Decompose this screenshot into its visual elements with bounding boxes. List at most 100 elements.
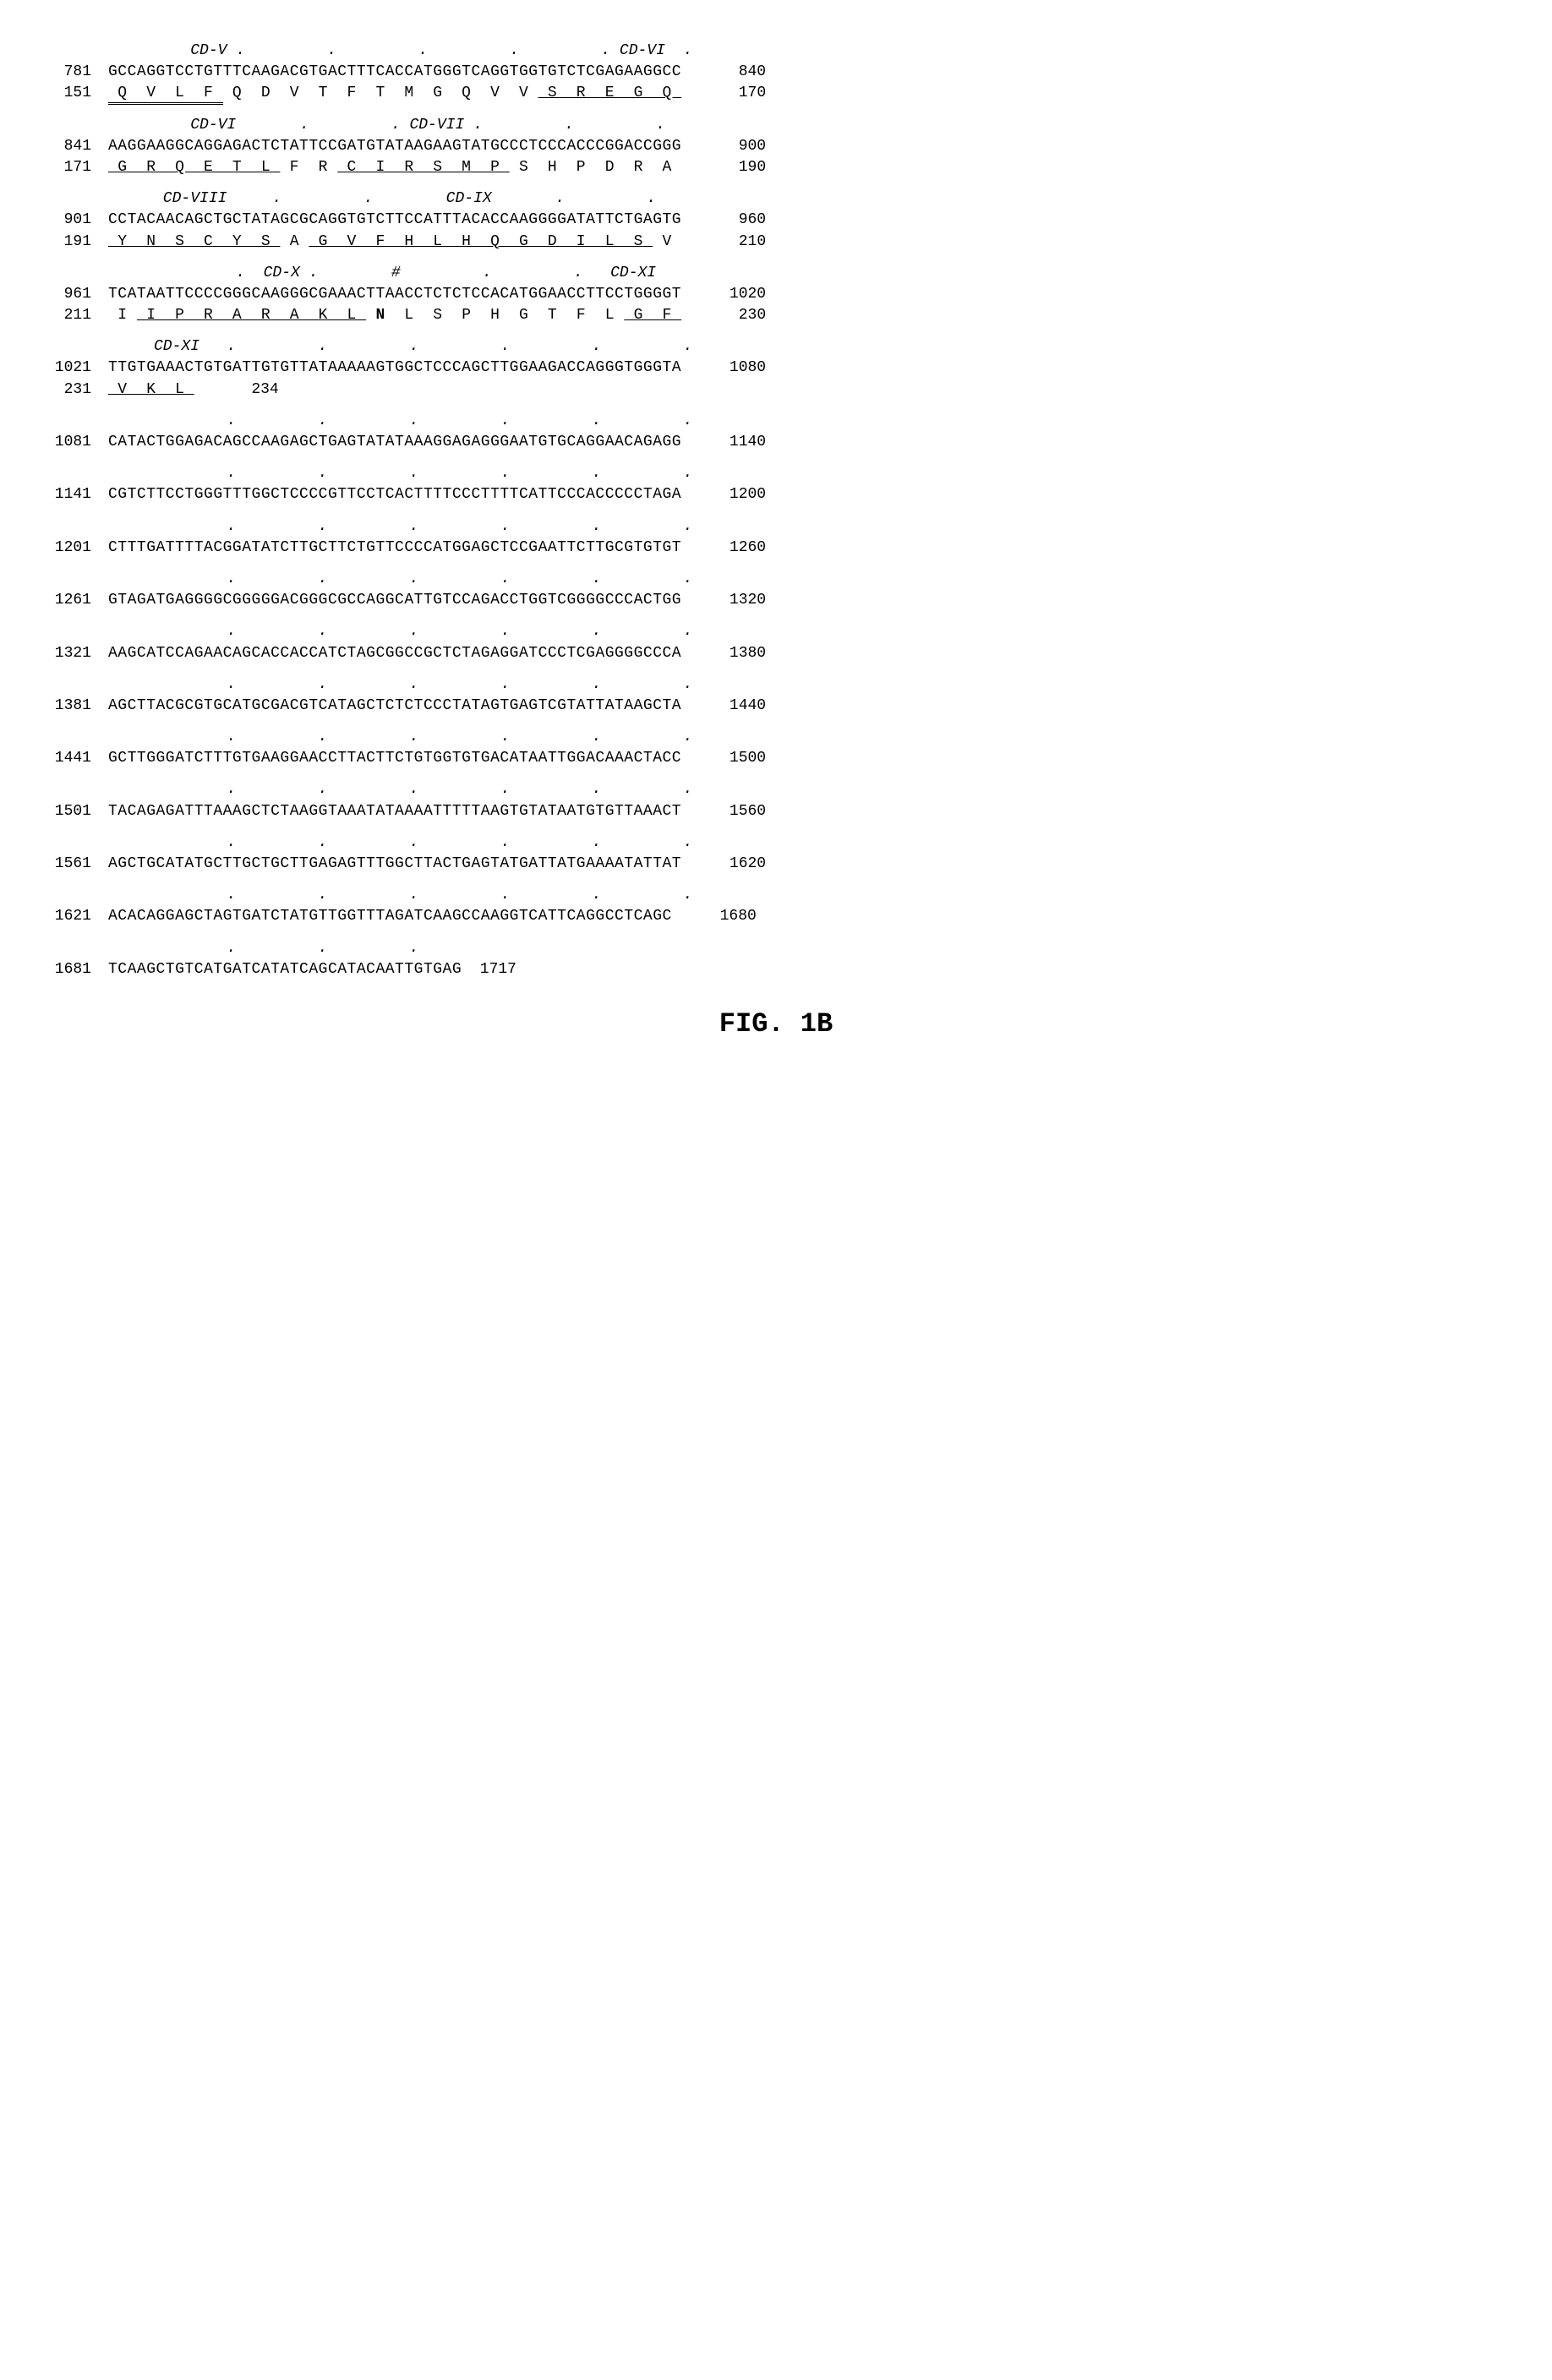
domain-annotation: . . . . . . <box>108 674 692 696</box>
protein-row: 171 G R Q E T L F R C I R S M P S H P D … <box>32 157 1520 178</box>
residue-end: 234 <box>194 379 279 401</box>
annotation-row: CD-V . . . . . CD-VI . <box>32 41 1520 62</box>
annotation-row: . . . . . . <box>32 411 1520 432</box>
domain-annotation: . . . . . . <box>108 885 692 906</box>
protein-segment: Y N S C Y S <box>108 233 280 250</box>
sequence-block: CD-VIII . . CD-IX . .901CCTACAACAGCTGCTA… <box>32 188 1520 253</box>
nucleotide-sequence: GTAGATGAGGGGCGGGGGACGGGCGCCAGGCATTGTCCAG… <box>108 590 681 611</box>
nucleotide-row: 1261GTAGATGAGGGGCGGGGGACGGGCGCCAGGCATTGT… <box>32 590 1520 611</box>
protein-segment: Q D V T F T M G Q V V <box>223 85 538 101</box>
sequence-listing: CD-V . . . . . CD-VI .781GCCAGGTCCTGTTTC… <box>32 41 1520 980</box>
nucleotide-row: 1141CGTCTTCCTGGGTTTGGCTCCCCGTTCCTCACTTTT… <box>32 484 1520 505</box>
annotation-row: . . . <box>32 938 1520 959</box>
sequence-block: . . . . . .1141CGTCTTCCTGGGTTTGGCTCCCCGT… <box>32 463 1520 505</box>
nucleotide-sequence: ACACAGGAGCTAGTGATCTATGTTGGTTTAGATCAAGCCA… <box>108 906 672 927</box>
protein-segment: A <box>280 233 309 250</box>
annotation-row: . . . . . . <box>32 516 1520 538</box>
protein-segment: L S P H G T F L <box>385 307 625 324</box>
position-end: 1140 <box>681 432 766 453</box>
residue-start: 151 <box>32 83 108 104</box>
position-start: 1081 <box>32 432 108 453</box>
annotation-row: . . . . . . <box>32 621 1520 642</box>
position-start: 901 <box>32 210 108 231</box>
protein-row: 211 I I P R A R A K L N L S P H G T F L … <box>32 305 1520 326</box>
domain-annotation: . . . . . . <box>108 727 692 748</box>
protein-row: 191 Y N S C Y S A G V F H L H Q G D I L … <box>32 232 1520 253</box>
protein-segment: V <box>653 233 681 250</box>
protein-segment: S H P D R A <box>510 159 681 176</box>
sequence-block: . . .1681TCAAGCTGTCATGATCATATCAGCATACAAT… <box>32 938 1520 980</box>
position-start: 1621 <box>32 906 108 927</box>
sequence-block: . . . . . .1261GTAGATGAGGGGCGGGGGACGGGCG… <box>32 569 1520 611</box>
domain-annotation: . . . . . . <box>108 621 692 642</box>
nucleotide-sequence: AAGCATCCAGAACAGCACCACCATCTAGCGGCCGCTCTAG… <box>108 643 681 664</box>
nucleotide-sequence: AGCTGCATATGCTTGCTGCTTGAGAGTTTGGCTTACTGAG… <box>108 854 681 875</box>
domain-annotation: . CD-X . # . . CD-XI <box>108 263 656 284</box>
protein-sequence: V K L <box>108 379 194 401</box>
sequence-block: . CD-X . # . . CD-XI961TCATAATTCCCCGGGCA… <box>32 263 1520 327</box>
domain-annotation: . . . . . . <box>108 463 692 484</box>
position-end: 840 <box>681 62 766 83</box>
domain-annotation: . . . . . . <box>108 832 692 854</box>
protein-sequence: I I P R A R A K L N L S P H G T F L G F <box>108 305 681 326</box>
domain-annotation: . . . . . . <box>108 411 692 432</box>
nucleotide-sequence: AGCTTACGCGTGCATGCGACGTCATAGCTCTCTCCCTATA… <box>108 696 681 717</box>
annotation-row: CD-XI . . . . . . <box>32 336 1520 358</box>
protein-segment: Q V L F <box>108 85 223 105</box>
sequence-block: CD-VI . . CD-VII . . .841AAGGAAGGCAGGAGA… <box>32 115 1520 179</box>
nucleotide-sequence: TTGTGAAACTGTGATTGTGTTATAAAAAGTGGCTCCCAGC… <box>108 358 681 379</box>
protein-segment: C I R S M P <box>337 159 509 176</box>
nucleotide-row: 1681TCAAGCTGTCATGATCATATCAGCATACAATTGTGA… <box>32 959 1520 980</box>
position-start: 1261 <box>32 590 108 611</box>
domain-annotation: . . . . . . <box>108 516 692 538</box>
residue-end: 170 <box>681 83 766 104</box>
protein-segment: N <box>375 307 385 324</box>
nucleotide-row: 841AAGGAAGGCAGGAGACTCTATTCCGATGTATAAGAAG… <box>32 136 1520 157</box>
residue-end: 190 <box>681 157 766 178</box>
annotation-row: CD-VIII . . CD-IX . . <box>32 188 1520 210</box>
domain-annotation: CD-VIII . . CD-IX . . <box>108 188 656 210</box>
nucleotide-row: 1081CATACTGGAGACAGCCAAGAGCTGAGTATATAAAGG… <box>32 432 1520 453</box>
sequence-block: CD-XI . . . . . .1021TTGTGAAACTGTGATTGTG… <box>32 336 1520 401</box>
annotation-row: . . . . . . <box>32 569 1520 590</box>
position-start: 1021 <box>32 358 108 379</box>
position-end: 1380 <box>681 643 766 664</box>
annotation-row: CD-VI . . CD-VII . . . <box>32 115 1520 136</box>
nucleotide-row: 1441GCTTGGGATCTTTGTGAAGGAACCTTACTTCTGTGG… <box>32 748 1520 769</box>
position-start: 1381 <box>32 696 108 717</box>
sequence-block: . . . . . .1441GCTTGGGATCTTTGTGAAGGAACCT… <box>32 727 1520 769</box>
position-end: 1200 <box>681 484 766 505</box>
position-end: 1717 <box>462 959 516 980</box>
nucleotide-sequence: CGTCTTCCTGGGTTTGGCTCCCCGTTCCTCACTTTTCCCT… <box>108 484 681 505</box>
nucleotide-row: 781GCCAGGTCCTGTTTCAAGACGTGACTTTCACCATGGG… <box>32 62 1520 83</box>
sequence-block: . . . . . .1561AGCTGCATATGCTTGCTGCTTGAGA… <box>32 832 1520 875</box>
sequence-block: . . . . . .1381AGCTTACGCGTGCATGCGACGTCAT… <box>32 674 1520 717</box>
nucleotide-sequence: AAGGAAGGCAGGAGACTCTATTCCGATGTATAAGAAGTAT… <box>108 136 681 157</box>
annotation-row: . . . . . . <box>32 779 1520 800</box>
protein-sequence: Q V L F Q D V T F T M G Q V V S R E G Q <box>108 83 681 104</box>
sequence-block: . . . . . .1501TACAGAGATTTAAAGCTCTAAGGTA… <box>32 779 1520 822</box>
protein-row: 151 Q V L F Q D V T F T M G Q V V S R E … <box>32 83 1520 104</box>
domain-annotation: . . . . . . <box>108 569 692 590</box>
nucleotide-sequence: CCTACAACAGCTGCTATAGCGCAGGTGTCTTCCATTTACA… <box>108 210 681 231</box>
sequence-block: . . . . . .1321AAGCATCCAGAACAGCACCACCATC… <box>32 621 1520 663</box>
position-end: 900 <box>681 136 766 157</box>
nucleotide-row: 1501TACAGAGATTTAAAGCTCTAAGGTAAATATAAAATT… <box>32 801 1520 822</box>
residue-end: 230 <box>681 305 766 326</box>
position-start: 1501 <box>32 801 108 822</box>
nucleotide-sequence: TCAAGCTGTCATGATCATATCAGCATACAATTGTGAG <box>108 959 462 980</box>
residue-start: 211 <box>32 305 108 326</box>
position-end: 1080 <box>681 358 766 379</box>
protein-segment: I P R A R A K L <box>137 307 366 324</box>
nucleotide-sequence: CATACTGGAGACAGCCAAGAGCTGAGTATATAAAGGAGAG… <box>108 432 681 453</box>
position-start: 841 <box>32 136 108 157</box>
annotation-row: . . . . . . <box>32 674 1520 696</box>
annotation-row: . . . . . . <box>32 727 1520 748</box>
annotation-row: . . . . . . <box>32 885 1520 906</box>
nucleotide-row: 1321AAGCATCCAGAACAGCACCACCATCTAGCGGCCGCT… <box>32 643 1520 664</box>
position-end: 1260 <box>681 538 766 559</box>
protein-segment: G R Q E T L <box>108 159 280 176</box>
nucleotide-row: 1201CTTTGATTTTACGGATATCTTGCTTCTGTTCCCCAT… <box>32 538 1520 559</box>
protein-segment: S R E G Q <box>538 85 682 101</box>
nucleotide-sequence: TACAGAGATTTAAAGCTCTAAGGTAAATATAAAATTTTTA… <box>108 801 681 822</box>
